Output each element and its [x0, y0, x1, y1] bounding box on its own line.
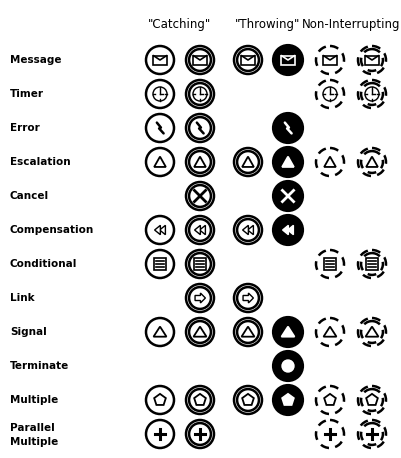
- Text: Error: Error: [10, 123, 40, 133]
- Bar: [241, 55, 254, 65]
- Text: Multiple: Multiple: [10, 395, 58, 405]
- Bar: [193, 258, 206, 270]
- Polygon shape: [159, 225, 165, 234]
- Text: "Catching": "Catching": [148, 18, 211, 31]
- Bar: [153, 258, 166, 270]
- Circle shape: [273, 386, 301, 414]
- Text: Escalation: Escalation: [10, 157, 71, 167]
- Polygon shape: [247, 225, 253, 234]
- Circle shape: [273, 148, 301, 176]
- Polygon shape: [281, 327, 294, 337]
- Circle shape: [273, 318, 301, 346]
- Polygon shape: [194, 225, 200, 234]
- Polygon shape: [153, 327, 166, 337]
- Polygon shape: [241, 157, 253, 167]
- Polygon shape: [241, 394, 253, 405]
- Polygon shape: [199, 225, 205, 234]
- Polygon shape: [365, 394, 377, 405]
- Text: "Throwing": "Throwing": [235, 18, 300, 31]
- Polygon shape: [365, 157, 377, 167]
- Text: Multiple: Multiple: [10, 437, 58, 447]
- Text: Non-Interrupting: Non-Interrupting: [301, 18, 399, 31]
- Text: Compensation: Compensation: [10, 225, 94, 235]
- Polygon shape: [242, 225, 248, 234]
- Bar: [365, 55, 378, 65]
- Polygon shape: [282, 225, 288, 234]
- Polygon shape: [282, 394, 293, 405]
- Circle shape: [273, 46, 301, 74]
- Bar: [281, 55, 294, 65]
- Circle shape: [273, 352, 301, 380]
- Text: Message: Message: [10, 55, 61, 65]
- Circle shape: [282, 360, 293, 372]
- Text: Cancel: Cancel: [10, 191, 49, 201]
- Polygon shape: [154, 394, 165, 405]
- Polygon shape: [154, 225, 160, 234]
- Bar: [193, 55, 206, 65]
- Bar: [323, 258, 336, 270]
- Bar: [153, 55, 166, 65]
- Polygon shape: [365, 327, 377, 337]
- Text: Timer: Timer: [10, 89, 44, 99]
- Polygon shape: [323, 394, 335, 405]
- Polygon shape: [323, 157, 335, 167]
- Text: Terminate: Terminate: [10, 361, 69, 371]
- Text: Link: Link: [10, 293, 34, 303]
- Circle shape: [273, 182, 301, 210]
- Polygon shape: [282, 157, 293, 167]
- Polygon shape: [154, 157, 166, 167]
- Circle shape: [273, 114, 301, 142]
- Text: Signal: Signal: [10, 327, 47, 337]
- Polygon shape: [194, 293, 205, 303]
- Polygon shape: [323, 327, 336, 337]
- Polygon shape: [193, 327, 206, 337]
- Bar: [365, 258, 377, 270]
- Text: Conditional: Conditional: [10, 259, 77, 269]
- Bar: [322, 55, 336, 65]
- Circle shape: [273, 216, 301, 244]
- Polygon shape: [194, 157, 205, 167]
- Text: Parallel: Parallel: [10, 423, 55, 433]
- Polygon shape: [194, 394, 205, 405]
- Polygon shape: [241, 327, 254, 337]
- Polygon shape: [243, 293, 253, 303]
- Polygon shape: [287, 225, 293, 234]
